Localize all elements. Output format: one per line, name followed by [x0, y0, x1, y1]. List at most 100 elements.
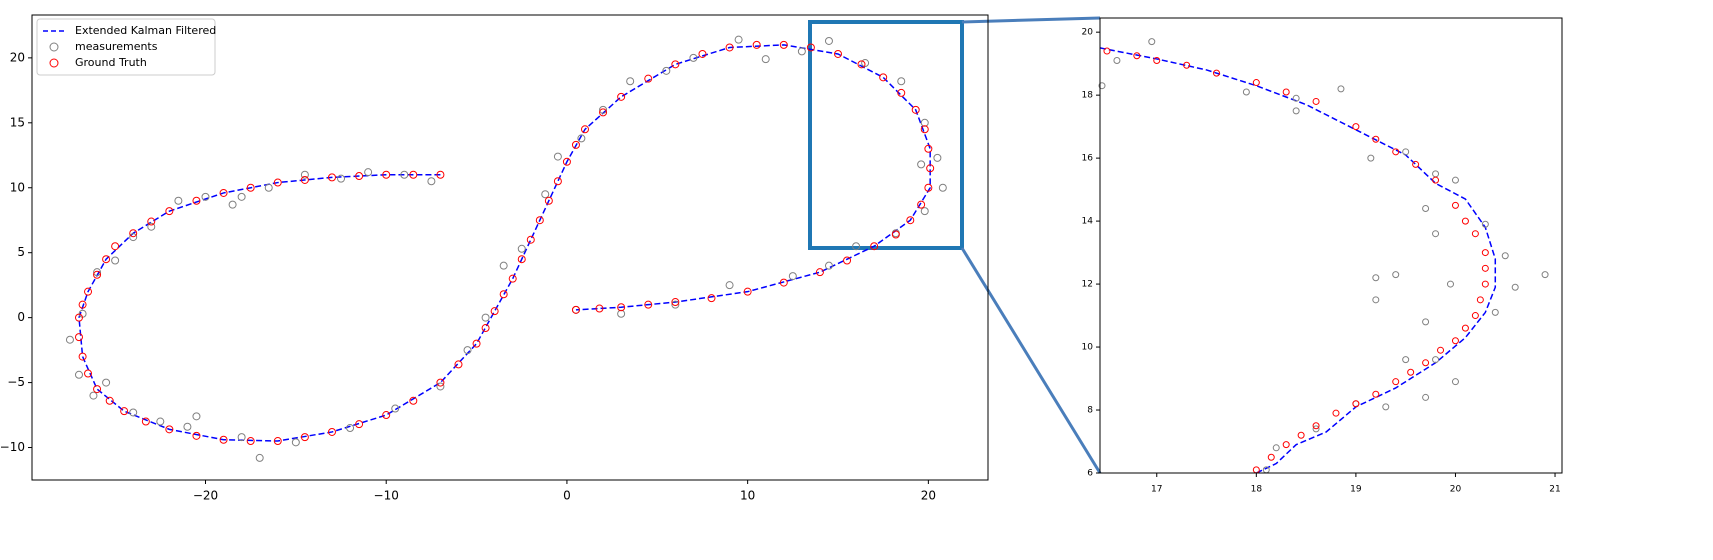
point [1501, 252, 1509, 260]
point [553, 177, 562, 186]
point [517, 255, 526, 264]
point [74, 313, 83, 322]
plot-frame [1099, 17, 1563, 474]
point [400, 170, 409, 179]
point [644, 74, 653, 83]
point [1461, 217, 1469, 225]
point [409, 170, 418, 179]
point [541, 190, 550, 199]
point [920, 125, 929, 134]
point [436, 170, 445, 179]
zoom-connector [960, 247, 1102, 474]
point [671, 300, 680, 309]
point [1481, 280, 1489, 288]
point [938, 183, 947, 192]
point [788, 272, 797, 281]
point [499, 261, 508, 270]
point [147, 222, 156, 231]
point [1148, 38, 1156, 46]
point [761, 55, 770, 64]
point [481, 324, 490, 333]
point [707, 294, 716, 303]
point [1312, 425, 1320, 433]
point [1471, 312, 1479, 320]
point [1432, 230, 1440, 238]
point [933, 153, 942, 162]
point [725, 281, 734, 290]
point [1471, 230, 1479, 238]
point [1437, 346, 1445, 354]
point [897, 88, 906, 97]
point [192, 412, 201, 421]
point [219, 435, 228, 444]
point [463, 346, 472, 355]
point [577, 134, 586, 143]
plot-frame [31, 14, 989, 481]
point [391, 404, 400, 413]
point [93, 270, 102, 279]
point [1337, 85, 1345, 93]
point [65, 335, 74, 344]
x-tick-label: 21 [1549, 485, 1560, 495]
point [436, 378, 445, 387]
point [824, 36, 833, 45]
legend-box [36, 18, 216, 76]
point [815, 268, 824, 277]
point [1312, 97, 1320, 105]
point [1382, 403, 1390, 411]
y-tick-label: 10 [1082, 343, 1094, 353]
point [1312, 422, 1320, 430]
point [219, 188, 228, 197]
point [490, 307, 499, 316]
point [273, 437, 282, 446]
point [571, 305, 580, 314]
point [1392, 148, 1400, 156]
y-tick-label: 20 [1082, 28, 1094, 38]
point [1352, 123, 1360, 131]
point [1461, 324, 1469, 332]
point [671, 298, 680, 307]
y-tick-label: −5 [7, 375, 25, 389]
point [824, 261, 833, 270]
point [111, 256, 120, 265]
point [141, 417, 150, 426]
point [1541, 271, 1549, 279]
point [1422, 205, 1430, 213]
point [920, 207, 929, 216]
point [926, 164, 935, 173]
point [911, 105, 920, 114]
point [120, 407, 129, 416]
point [147, 217, 156, 226]
x-tick-label: 17 [1151, 485, 1162, 495]
point [743, 287, 752, 296]
point [89, 391, 98, 400]
y-tick-label: 5 [17, 245, 25, 259]
point [571, 140, 580, 149]
point [1481, 220, 1489, 228]
point [1476, 296, 1484, 304]
point [355, 420, 364, 429]
point [779, 278, 788, 287]
point [355, 172, 364, 181]
legend-label: Extended Kalman Filtered [75, 24, 216, 37]
point [246, 437, 255, 446]
x-tick-label: 19 [1350, 485, 1362, 495]
point [165, 207, 174, 216]
point [1392, 378, 1400, 386]
point [156, 417, 165, 426]
point [906, 216, 915, 225]
point [553, 152, 562, 161]
filtered-line [1099, 47, 1497, 474]
point [1422, 318, 1430, 326]
point [1153, 57, 1161, 65]
point [843, 256, 852, 265]
point [617, 303, 626, 312]
x-tick-label: 0 [563, 489, 571, 503]
y-tick-label: 18 [1082, 91, 1094, 101]
point [102, 378, 111, 387]
point [779, 40, 788, 49]
point [201, 192, 210, 201]
point [917, 200, 926, 209]
point [1451, 378, 1459, 386]
point [1272, 444, 1280, 452]
